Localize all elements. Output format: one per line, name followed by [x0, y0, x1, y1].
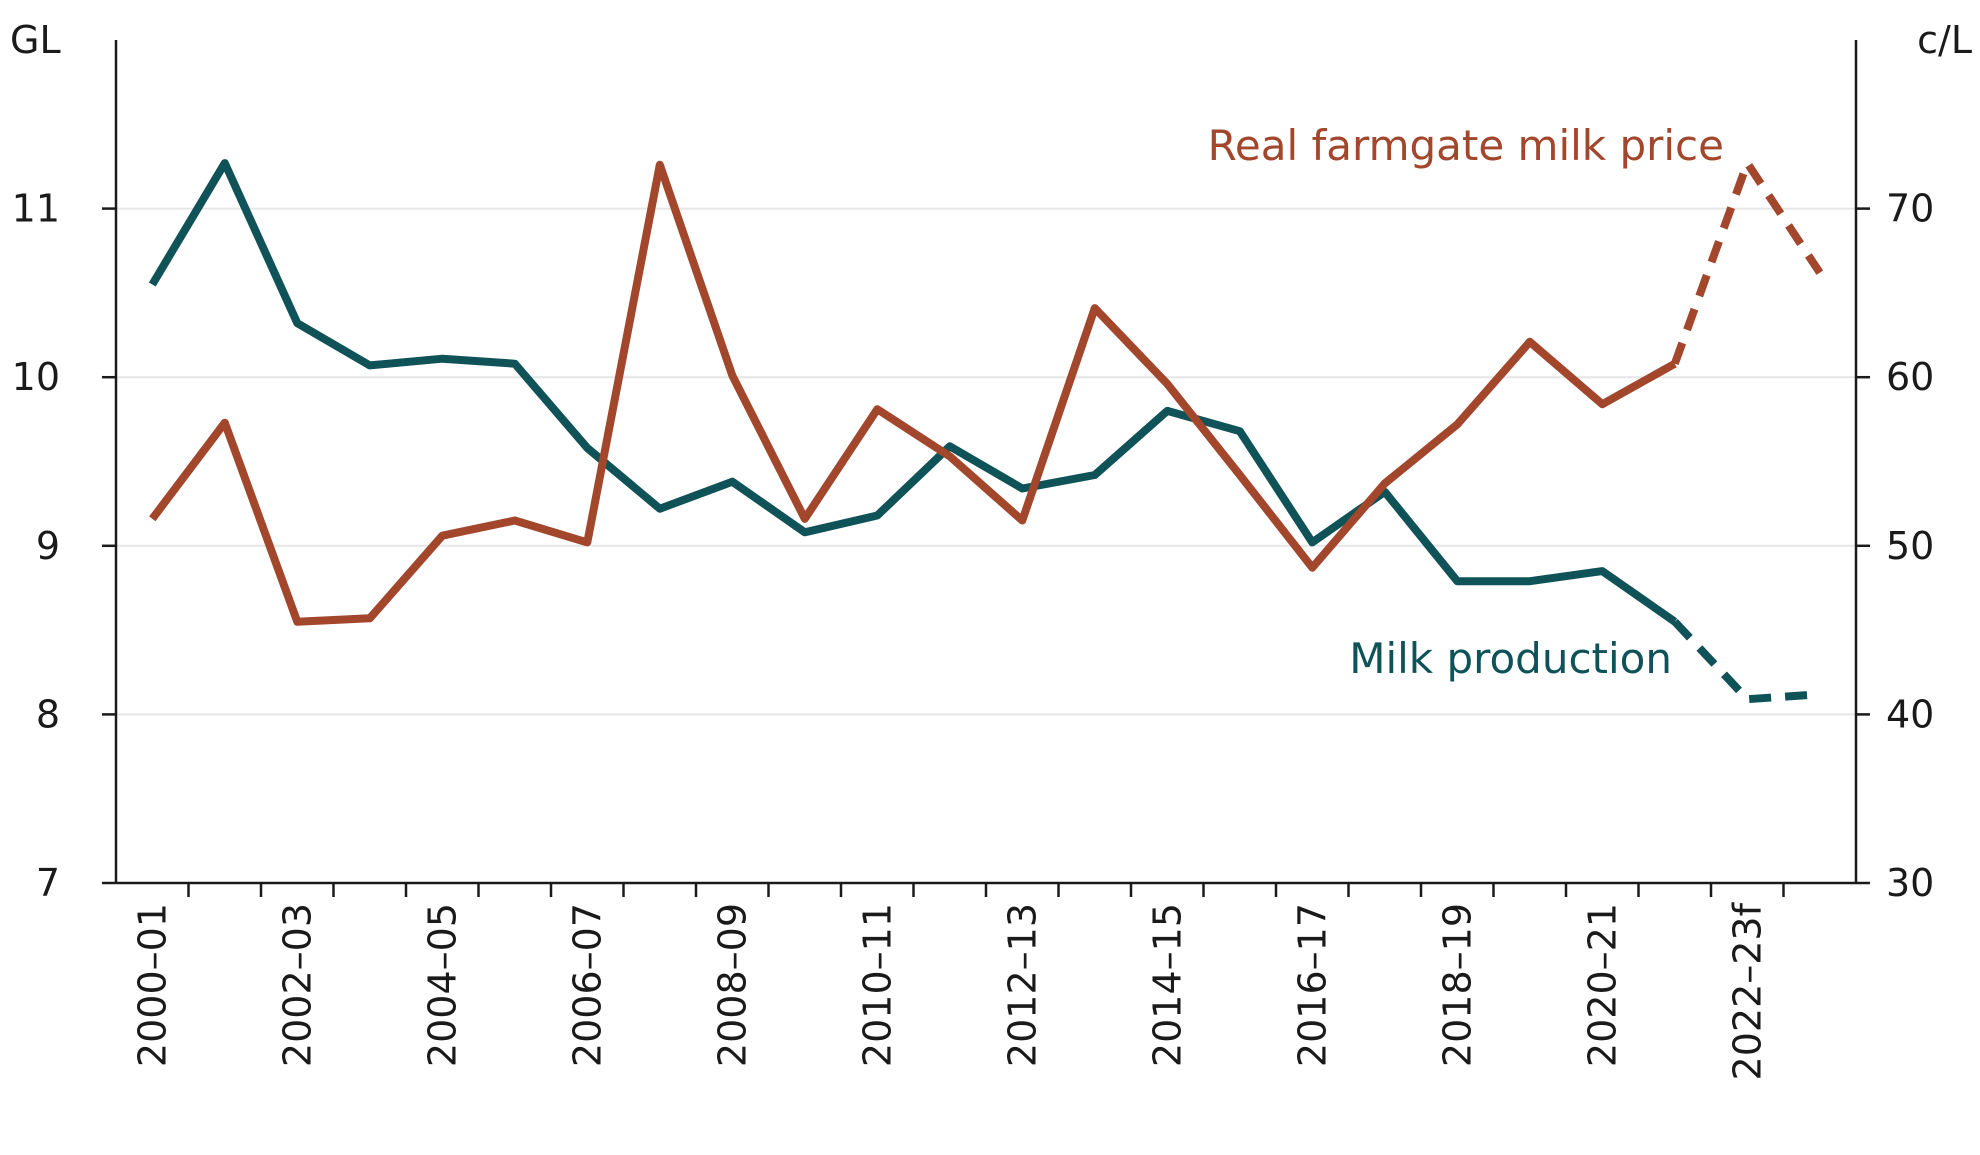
- right-tick-label: 30: [1886, 861, 1934, 905]
- milk-production-line: [148, 159, 1678, 625]
- x-tick-label: 2020–21: [1580, 903, 1624, 1067]
- left-tick-label: 11: [12, 187, 60, 231]
- production-series-label: Milk production: [1349, 634, 1672, 683]
- tick-labels: 7 8 9 10 11 30 40 50 60 70 2000–01 2002–03 2004–05 20…: [12, 187, 1935, 1081]
- left-tick-label: 9: [36, 524, 60, 568]
- x-tick-label: 2006–07: [565, 903, 609, 1067]
- left-axis-unit: GL: [10, 18, 61, 62]
- real-farmgate-milk-price-forecast-line: [1671, 159, 1824, 366]
- x-tick-label: 2022–23f: [1725, 901, 1769, 1080]
- price-series-label: Real farmgate milk price: [1208, 121, 1724, 170]
- milk-production-forecast-line: [1671, 618, 1821, 704]
- right-tick-label: 50: [1886, 524, 1934, 568]
- x-tick-label: 2016–17: [1290, 903, 1334, 1067]
- right-axis-unit: c/L: [1917, 18, 1972, 62]
- real-farmgate-milk-price-line: [149, 160, 1677, 626]
- series-lines: [148, 159, 1824, 704]
- x-tick-label: 2012–13: [1000, 903, 1044, 1067]
- x-tick-label: 2000–01: [130, 903, 174, 1067]
- left-tick-label: 8: [36, 692, 60, 736]
- left-tick-label: 7: [36, 861, 60, 905]
- x-tick-label: 2002–03: [275, 903, 319, 1067]
- x-tick-label: 2004–05: [420, 903, 464, 1067]
- right-tick-label: 40: [1886, 692, 1934, 736]
- right-tick-label: 70: [1886, 187, 1934, 231]
- x-tick-label: 2010–11: [855, 903, 899, 1067]
- x-tick-label: 2018–19: [1435, 903, 1479, 1067]
- axes: [102, 40, 1870, 897]
- x-tick-label: 2008–09: [710, 903, 754, 1067]
- right-tick-label: 60: [1886, 355, 1934, 399]
- left-tick-label: 10: [12, 355, 60, 399]
- x-tick-label: 2014–15: [1145, 903, 1189, 1067]
- gridlines: [116, 207, 1856, 716]
